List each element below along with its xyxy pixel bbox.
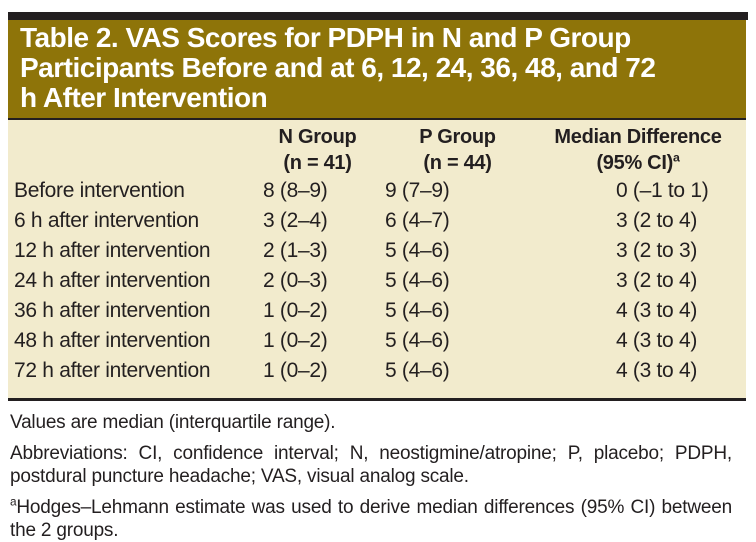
- n-group-label: N Group: [278, 126, 357, 148]
- median-difference-value: 4 (3 to 4): [616, 299, 698, 322]
- median-difference-ci: (95% CI)a: [530, 150, 746, 176]
- median-difference-value: 3 (2 to 3): [616, 239, 698, 262]
- table-row: Before intervention 8 (8–9) 9 (7–9) 0 (–…: [8, 176, 746, 206]
- table-title: Table 2. VAS Scores for PDPH in N and P …: [8, 20, 746, 118]
- p-group-value: 5 (4–6): [385, 359, 450, 382]
- n-group-value: 2 (1–3): [263, 239, 328, 262]
- n-group-value: 3 (2–4): [263, 209, 328, 232]
- row-label: 24 h after intervention: [14, 269, 211, 292]
- row-label: 12 h after intervention: [14, 239, 211, 262]
- p-group-value: 5 (4–6): [385, 299, 450, 322]
- column-header-p-group: P Group (n = 44): [385, 124, 530, 176]
- footnote-abbreviations: Abbreviations: CI, confidence interval; …: [10, 443, 732, 487]
- row-label: Before intervention: [14, 179, 185, 202]
- footnote-marker-a: a: [672, 150, 680, 165]
- n-group-value: 1 (0–2): [263, 329, 328, 352]
- median-difference-value: 4 (3 to 4): [616, 329, 698, 352]
- column-header-median-difference: Median Difference (95% CI)a: [530, 124, 746, 176]
- n-group-value: 2 (0–3): [263, 269, 328, 292]
- table-header-row: N Group (n = 41) P Group (n = 44) Median…: [8, 124, 746, 176]
- p-group-value: 5 (4–6): [385, 269, 450, 292]
- n-group-value: 8 (8–9): [263, 179, 328, 202]
- p-group-value: 5 (4–6): [385, 239, 450, 262]
- row-label: 48 h after intervention: [14, 329, 211, 352]
- table-row: 36 h after intervention 1 (0–2) 5 (4–6) …: [8, 296, 746, 326]
- table-body: N Group (n = 41) P Group (n = 44) Median…: [8, 118, 746, 401]
- n-group-count: (n = 41): [283, 152, 352, 174]
- footnote-hodges: aHodges–Lehmann estimate was used to der…: [10, 496, 732, 542]
- row-label: 36 h after intervention: [14, 299, 211, 322]
- top-rule: [8, 12, 748, 20]
- median-difference-label: Median Difference: [554, 126, 722, 148]
- column-header-timepoint: [8, 124, 250, 176]
- median-difference-value: 4 (3 to 4): [616, 359, 698, 382]
- row-label: 6 h after intervention: [14, 209, 199, 232]
- table-row: 72 h after intervention 1 (0–2) 5 (4–6) …: [8, 356, 746, 386]
- row-label: 72 h after intervention: [14, 359, 211, 382]
- n-group-value: 1 (0–2): [263, 359, 328, 382]
- median-difference-value: 3 (2 to 4): [616, 209, 698, 232]
- median-difference-value: 3 (2 to 4): [616, 269, 698, 292]
- p-group-value: 6 (4–7): [385, 209, 450, 232]
- table-title-line-1: Table 2. VAS Scores for PDPH in N and P …: [20, 22, 631, 53]
- footnotes: Values are median (interquartile range).…: [10, 411, 732, 542]
- table-row: 48 h after intervention 1 (0–2) 5 (4–6) …: [8, 326, 746, 356]
- table-row: 6 h after intervention 3 (2–4) 6 (4–7) 3…: [8, 206, 746, 236]
- ci-label: (95% CI): [596, 152, 673, 174]
- table-row: 24 h after intervention 2 (0–3) 5 (4–6) …: [8, 266, 746, 296]
- footnote-values: Values are median (interquartile range).: [10, 412, 336, 433]
- p-group-value: 9 (7–9): [385, 179, 450, 202]
- footnote-hodges-text: Hodges–Lehmann estimate was used to deri…: [10, 497, 732, 541]
- table-title-line-3: h After Intervention: [20, 82, 268, 113]
- table-row: 12 h after intervention 2 (1–3) 5 (4–6) …: [8, 236, 746, 266]
- table-title-line-2: Participants Before and at 6, 12, 24, 36…: [20, 52, 656, 83]
- column-header-n-group: N Group (n = 41): [250, 124, 385, 176]
- footnote-marker-a: a: [10, 495, 17, 509]
- p-group-label: P Group: [419, 126, 496, 148]
- median-difference-value: 0 (–1 to 1): [616, 179, 709, 202]
- p-group-count: (n = 44): [423, 152, 492, 174]
- p-group-value: 5 (4–6): [385, 329, 450, 352]
- n-group-value: 1 (0–2): [263, 299, 328, 322]
